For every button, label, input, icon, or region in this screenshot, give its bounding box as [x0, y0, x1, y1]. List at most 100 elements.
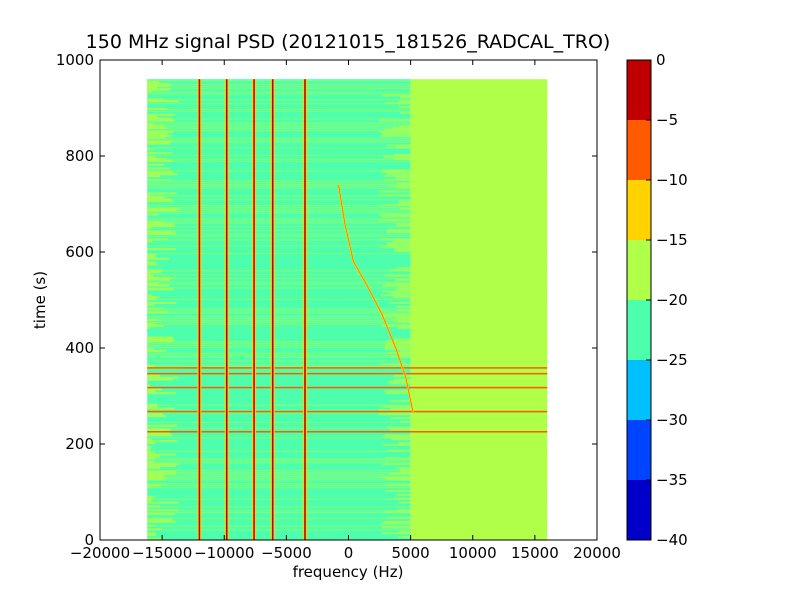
texture-row-band: [147, 360, 548, 362]
texture-row-left: [147, 303, 154, 306]
texture-row-mid: [400, 420, 411, 423]
colorbar-level-4: [627, 240, 651, 300]
texture-row-left: [147, 434, 173, 437]
texture-row-left: [147, 520, 176, 523]
texture-row-mid: [388, 380, 411, 383]
plot-area: [147, 79, 548, 540]
colorbar-level-1: [627, 420, 651, 480]
texture-row-band: [147, 469, 548, 471]
texture-row-band: [147, 364, 548, 366]
x-tick-label: 15000: [511, 544, 559, 562]
texture-row-mid: [398, 202, 411, 204]
texture-row-left: [147, 349, 167, 352]
texture-row-left: [147, 465, 176, 468]
texture-row-mid: [384, 434, 411, 437]
texture-row-mid: [399, 207, 411, 210]
colorbar-tick-label: −5: [656, 111, 678, 129]
texture-row-mid: [398, 442, 411, 444]
texture-row-left: [147, 223, 175, 226]
colorbar-tick-label: −15: [656, 231, 688, 249]
texture-row-mid: [383, 156, 411, 158]
texture-row-band: [147, 477, 548, 479]
texture-row-band: [147, 354, 548, 356]
vertical-line-0: [197, 79, 202, 540]
texture-row-mid: [384, 390, 411, 393]
colorbar-level-2: [627, 360, 651, 420]
texture-row-left: [147, 442, 155, 444]
texture-row-band: [147, 147, 548, 149]
texture-row-band: [147, 324, 548, 325]
texture-row-mid: [379, 405, 411, 408]
texture-row-left: [147, 380, 149, 383]
texture-row-left: [147, 301, 177, 304]
texture-row-left: [147, 248, 176, 251]
colorbar-tick-label: 0: [656, 51, 666, 69]
texture-row-mid: [395, 146, 411, 149]
texture-row-left: [147, 424, 178, 427]
texture-row-band: [147, 183, 548, 185]
texture-row-left: [147, 405, 158, 408]
texture-row-left: [147, 440, 178, 443]
texture-row-mid: [385, 346, 411, 348]
texture-row-mid: [378, 213, 411, 216]
texture-row-mid: [379, 190, 411, 193]
vertical-line-1: [224, 79, 229, 540]
colorbar-tick-label: −30: [656, 411, 688, 429]
texture-row-mid: [388, 382, 411, 385]
texture-row-mid: [381, 463, 411, 466]
y-tick-label: 1000: [56, 51, 94, 69]
texture-row-left: [147, 263, 157, 266]
texture-row-left: [147, 259, 149, 262]
texture-row-band: [147, 310, 548, 312]
texture-row-left: [147, 338, 175, 341]
texture-row-left: [147, 376, 179, 379]
texture-row-left: [147, 326, 150, 329]
texture-row-mid: [396, 225, 411, 228]
texture-row-mid: [381, 532, 411, 535]
texture-row-left: [147, 225, 176, 228]
texture-row-left: [147, 298, 156, 300]
texture-row-mid: [397, 536, 411, 539]
texture-row-mid: [384, 129, 411, 132]
texture-row-band: [147, 99, 548, 101]
texture-row-band: [147, 222, 548, 224]
texture-row-mid: [378, 119, 411, 122]
texture-row-left: [147, 81, 160, 84]
texture-row-band: [147, 195, 548, 197]
texture-row-band: [147, 110, 548, 112]
texture-row-band: [147, 366, 548, 368]
texture-row-mid: [396, 223, 411, 226]
texture-row-mid: [382, 284, 411, 287]
texture-row-mid: [393, 338, 411, 341]
texture-row-left: [147, 167, 171, 170]
texture-row-band: [147, 126, 548, 128]
texture-row-left: [147, 495, 155, 498]
texture-row-left: [147, 131, 173, 133]
texture-row-left: [147, 534, 157, 537]
colorbar-level-5: [627, 180, 651, 240]
colorbar: 0 −5 −10 −15 −20 −25 −30 −35 −40: [626, 51, 688, 549]
vertical-line-core: [304, 79, 306, 540]
texture-row-left: [147, 390, 156, 393]
texture-row-left: [147, 432, 171, 435]
texture-row-left: [147, 451, 156, 454]
texture-row-band: [147, 308, 548, 310]
texture-row-left: [147, 159, 175, 162]
texture-row-left: [147, 115, 158, 118]
texture-row-mid: [392, 240, 411, 243]
colorbar-tick-label: −35: [656, 471, 688, 489]
y-tick-label: 200: [65, 435, 94, 453]
x-tick-label: −20000: [70, 544, 130, 562]
chirp-curve-core: [338, 184, 414, 413]
texture-row-mid: [384, 490, 411, 492]
texture-row-mid: [396, 305, 411, 308]
texture-row-band: [147, 412, 548, 414]
texture-row-mid: [391, 438, 411, 441]
texture-row-left: [147, 276, 175, 279]
texture-row-band: [147, 124, 548, 126]
horizontal-line-0: [147, 431, 548, 433]
texture-row-mid: [395, 177, 411, 180]
texture-row-mid: [394, 248, 411, 251]
texture-row-left: [147, 388, 163, 391]
texture-row-left: [147, 100, 180, 103]
